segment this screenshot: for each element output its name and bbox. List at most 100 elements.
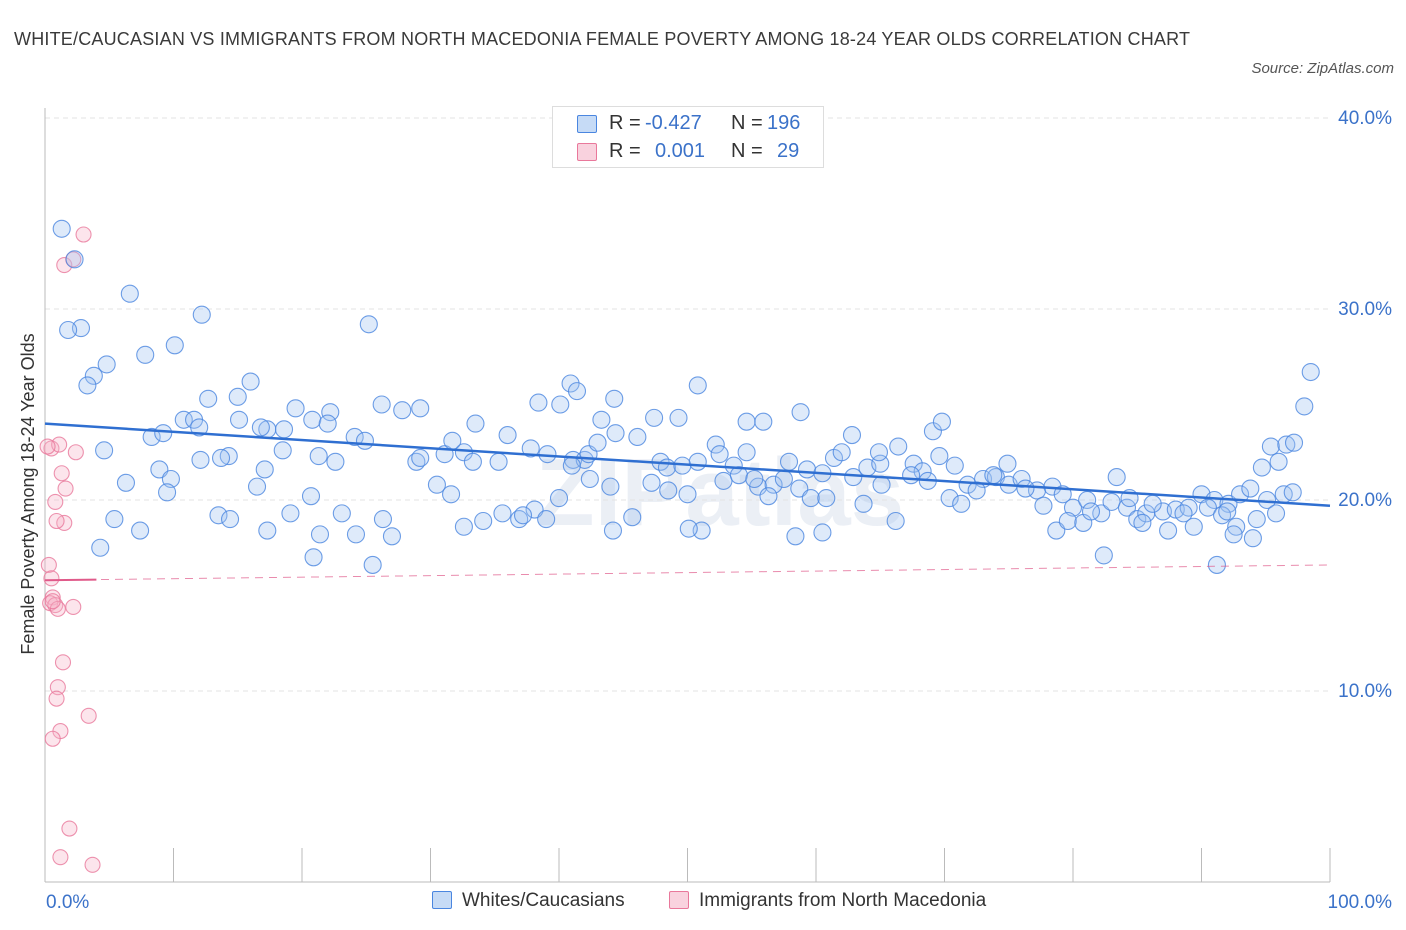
data-point-whites [791,403,810,422]
data-point-whites [52,219,71,238]
trend-lines [44,422,1331,582]
data-point-whites [886,511,905,531]
data-point-whites [1107,468,1126,487]
data-point-whites [318,414,337,433]
data-point-whites [304,548,323,567]
data-point-macedonia [43,570,60,587]
r-label: R = [609,140,641,162]
data-point-whites [229,410,249,429]
data-point-whites [209,506,228,525]
data-point-macedonia [52,849,69,866]
data-point-whites [251,418,270,437]
data-point-whites [136,345,155,364]
data-point-whites [813,523,832,542]
data-point-whites [657,458,676,477]
data-point-whites [1261,437,1280,456]
data-point-whites [1081,502,1101,521]
data-point-whites [247,477,267,496]
data-point-whites [797,460,817,479]
data-point-whites [688,452,707,471]
data-point-whites [817,489,836,508]
y-tick-label: 20.0% [1338,490,1392,511]
data-point-whites [588,433,607,452]
data-point-whites [301,487,321,506]
data-point-whites [1102,492,1121,511]
data-point-whites [443,431,462,450]
data-point-whites [1184,517,1203,536]
data-point-whites [105,510,124,529]
data-point-macedonia [49,679,66,696]
data-point-macedonia [65,598,82,616]
data-point-whites [363,555,382,574]
pink-swatch [669,891,689,909]
n-label: N = [731,112,763,134]
data-point-whites [659,481,678,500]
data-point-whites [241,372,260,391]
data-point-whites [211,448,231,468]
bottom-legend-whites: Whites/Caucasians [432,890,625,912]
data-point-whites [466,414,485,433]
bottom-legend-macedonia: Immigrants from North Macedonia [669,890,986,912]
data-point-whites [1143,494,1162,513]
data-point-whites [606,424,625,443]
data-point-whites [1241,479,1260,498]
data-point-whites [1058,511,1077,531]
data-point-whites [1012,469,1031,489]
r-value: -0.427 [645,112,702,134]
data-point-whites [710,445,729,464]
data-point-whites [1295,397,1314,416]
data-point-whites [372,395,391,414]
data-point-whites [1133,513,1152,532]
data-point-whites [1247,510,1266,529]
data-point-whites [1266,504,1286,523]
data-point-whites [562,456,581,475]
data-point-whites [561,374,580,393]
data-point-whites [190,418,209,437]
data-point-whites [91,538,110,557]
data-point-whites [889,437,908,456]
n-label: N = [731,140,763,162]
data-point-whites [474,511,493,531]
data-point-whites [832,443,851,462]
data-point-whites [158,483,177,502]
data-point-whites [930,447,949,466]
data-point-macedonia [54,654,72,671]
data-point-macedonia [75,226,92,243]
data-point-whites [603,521,623,540]
data-point-whites [1252,458,1271,477]
data-point-whites [1224,525,1243,544]
data-point-whites [345,427,364,447]
data-point-whites [1283,483,1302,502]
data-point-whites [165,336,184,355]
trend-line-macedonia-extension [44,564,1331,581]
data-point-whites [759,487,778,506]
data-point-whites [97,355,116,374]
data-point-whites [737,443,756,462]
data-point-whites [191,450,210,469]
data-point-whites [1207,555,1226,574]
data-point-whites [321,403,340,422]
y-tick-label: 30.0% [1338,299,1392,320]
data-point-whites [745,469,764,489]
data-point-whites [869,443,889,462]
data-point-whites [854,494,873,513]
data-point-whites [382,527,402,546]
data-point-whites [1078,490,1097,510]
data-point-macedonia [57,480,74,497]
data-point-whites [923,422,942,441]
legend-label: Immigrants from North Macedonia [699,890,987,911]
data-point-whites [842,426,862,445]
data-point-whites [1063,498,1083,517]
data-point-whites [78,376,97,395]
data-point-macedonia [53,465,70,482]
r-value: 0.001 [655,140,706,162]
data-point-whites [669,408,688,427]
data-point-whites [373,510,393,529]
data-point-whites [1094,546,1113,565]
data-point-whites [549,489,569,508]
data-point-whites [601,477,620,496]
data-point-whites [454,517,473,536]
data-point-whites [393,401,412,420]
data-point-whites [454,443,473,462]
